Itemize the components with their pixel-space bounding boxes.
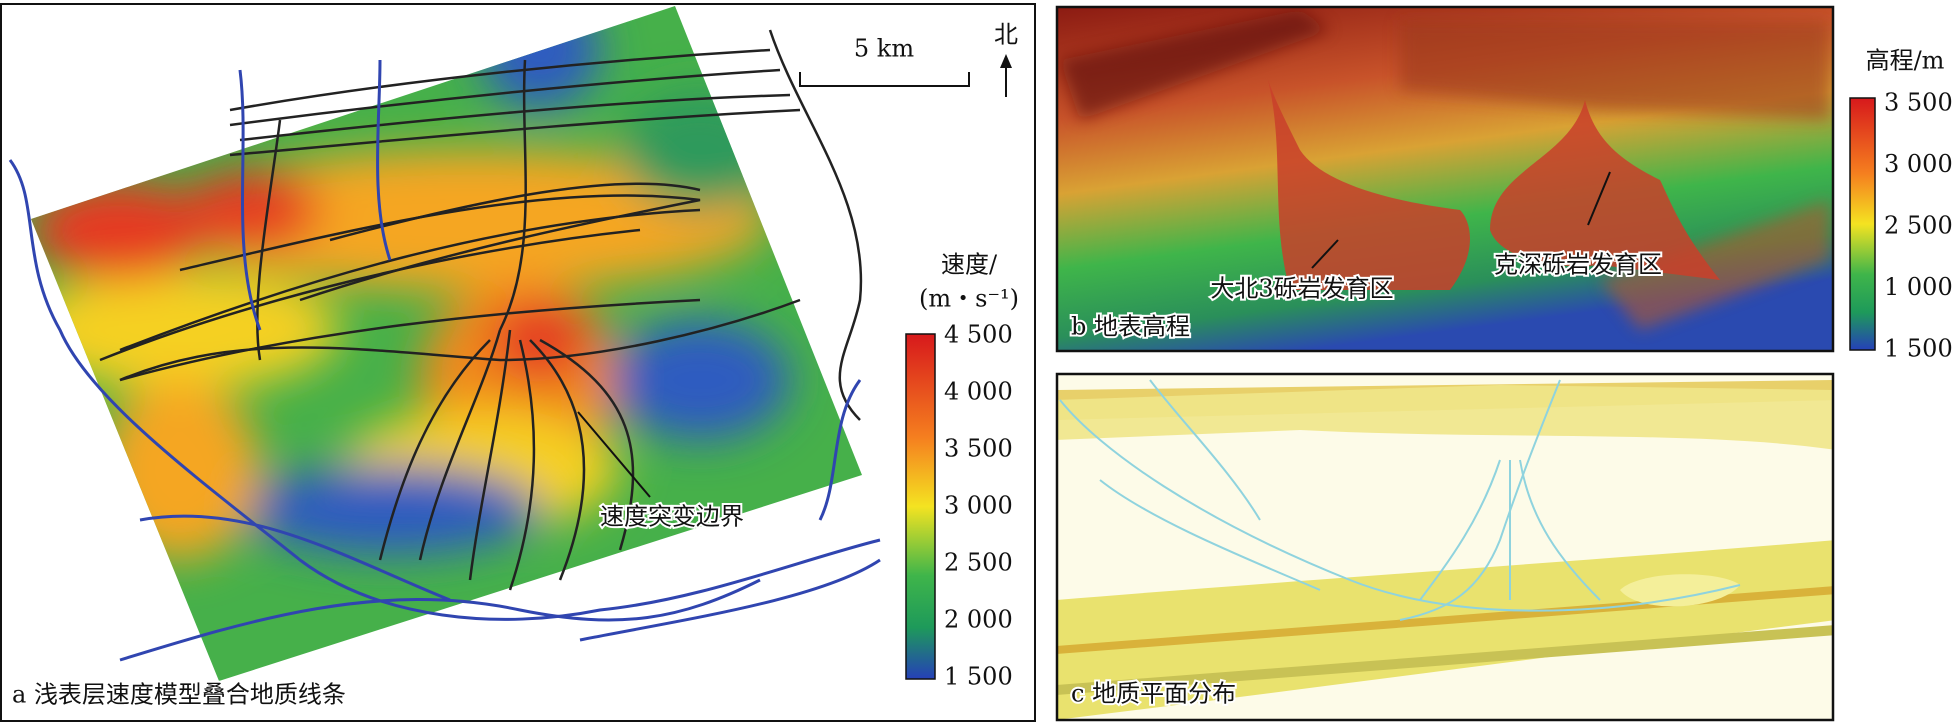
colorbar-label: 1 500 <box>944 663 1013 691</box>
colorbar-b-labels: 3 500 3 000 2 500 1 000 1 500 <box>1884 89 1953 363</box>
colorbar-title: 速度/ <box>941 251 998 279</box>
panel-caption: b 地表高程 <box>1071 313 1190 341</box>
panel-caption: c 地质平面分布 <box>1071 680 1236 708</box>
colorbar-a-labels: 4 500 4 000 3 500 3 000 2 500 2 000 1 500 <box>944 321 1013 691</box>
colorbar-label: 4 500 <box>944 321 1013 349</box>
colorbar-label: 1 500 <box>1884 335 1953 363</box>
colorbar-b <box>1849 97 1876 351</box>
colorbar-label: 3 000 <box>944 492 1013 520</box>
annotation: 大北3砾岩发育区 <box>1210 275 1393 303</box>
panel-c-frame <box>1055 372 1835 722</box>
leader-line <box>577 411 651 498</box>
colorbar-unit: (m・s⁻¹) <box>919 285 1019 313</box>
colorbar-label: 2 000 <box>944 606 1013 634</box>
rivers <box>8 59 881 662</box>
colorbar-label: 3 500 <box>944 435 1013 463</box>
annotation: 克深砾岩发育区 <box>1494 251 1662 279</box>
panel-caption: a 浅表层速度模型叠合地质线条 <box>12 681 346 709</box>
north-label: 北 <box>994 21 1018 49</box>
colorbar-label: 3 500 <box>1884 89 1953 117</box>
panel-b-frame <box>1055 5 1835 353</box>
colorbar-label: 1 000 <box>1884 273 1953 301</box>
colorbar-title: 高程/m <box>1866 47 1945 75</box>
north-arrow-head <box>1000 54 1012 68</box>
geologic-map <box>1058 375 1832 719</box>
scale-bar <box>799 72 970 87</box>
colorbar-label: 2 500 <box>1884 212 1953 240</box>
colorbar-label: 3 000 <box>1884 150 1953 178</box>
scale-bar-label: 5 km <box>854 35 914 63</box>
annotation: 速度突变边界 <box>600 503 744 531</box>
geologic-lines <box>99 29 863 591</box>
colorbar-label: 4 000 <box>944 378 1013 406</box>
colorbar-label: 2 500 <box>944 549 1013 577</box>
elevation-map <box>1058 8 1832 350</box>
colorbar-a <box>905 333 936 680</box>
